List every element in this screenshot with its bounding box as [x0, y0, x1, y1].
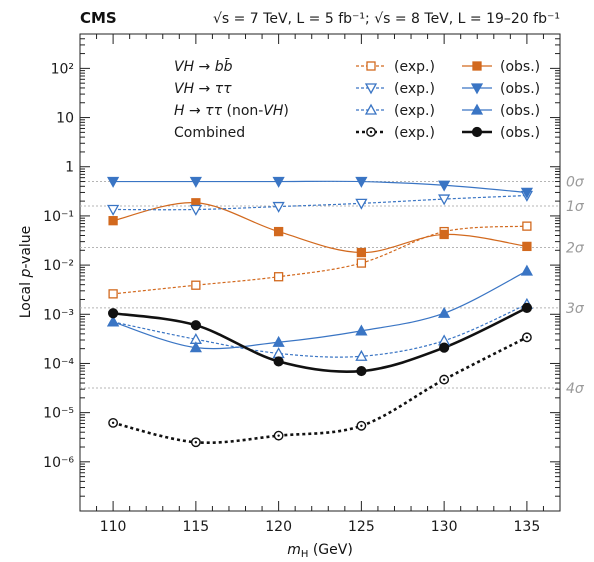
- data-point: [520, 187, 534, 199]
- data-point: [272, 176, 285, 188]
- legend-marker: [471, 126, 483, 138]
- data-point: [190, 320, 201, 331]
- sigma-label: 3σ: [566, 301, 585, 317]
- sigma-label: 4σ: [566, 381, 585, 397]
- legend-marker: [366, 61, 376, 71]
- data-point-center: [111, 421, 115, 425]
- data-point: [522, 221, 532, 231]
- sigma-label: 2σ: [566, 241, 585, 257]
- data-point: [273, 272, 284, 282]
- legend-marker: [364, 103, 378, 115]
- data-point-center: [525, 336, 529, 339]
- x-tick-label: 135: [514, 519, 541, 535]
- legend-process-label: VH → ττ: [174, 81, 232, 97]
- data-point: [355, 198, 368, 210]
- legend-marker: [470, 103, 484, 115]
- y-tick-label: 1: [65, 160, 74, 176]
- sigma-label: 0σ: [566, 175, 585, 191]
- data-point: [356, 258, 367, 268]
- data-point: [355, 176, 368, 188]
- series-curve-1: [112, 202, 527, 254]
- data-point: [439, 342, 450, 353]
- legend-entry-label: (obs.): [500, 125, 540, 141]
- plot-frame: [79, 33, 561, 512]
- data-point: [272, 201, 285, 213]
- legend-entry-label: (obs.): [500, 81, 540, 97]
- legend-process-label: Combined: [174, 125, 245, 141]
- data-point: [106, 315, 120, 327]
- data-point: [189, 341, 202, 353]
- series-curve-7: [112, 306, 528, 373]
- legend-entry-label: (obs.): [500, 59, 540, 75]
- data-point-center: [277, 434, 280, 437]
- series-markers: [106, 176, 534, 448]
- axis-ticks: 110 115 120 125 130 13510⁻⁶10⁻⁵10⁻⁴10⁻³10⁻²10…: [43, 33, 561, 535]
- data-point-center: [442, 378, 446, 381]
- y-tick-label: 10⁻⁶: [43, 455, 74, 471]
- x-tick-label: 130: [431, 519, 458, 535]
- legend-marker: [364, 83, 378, 95]
- legend-process-label: VH → bb̄: [174, 57, 233, 75]
- data-point: [522, 241, 532, 252]
- series-curve-3: [113, 180, 527, 194]
- y-tick-label: 10⁻⁴: [43, 356, 74, 372]
- series-curve-5: [112, 270, 528, 350]
- data-point: [438, 194, 451, 206]
- experiment-label: CMS: [80, 9, 117, 27]
- data-point: [273, 356, 284, 367]
- data-point: [355, 324, 368, 336]
- series-curves: [112, 180, 528, 444]
- x-tick-label: 120: [265, 519, 292, 535]
- energy-lumi-label: √s = 7 TeV, L = 5 fb⁻¹; √s = 8 TeV, L = …: [213, 11, 560, 27]
- data-point: [520, 264, 534, 276]
- data-point: [439, 229, 449, 240]
- x-axis-title: mH (GeV): [287, 542, 353, 560]
- legend-entry-label: (exp.): [394, 59, 435, 75]
- series-curve-4: [112, 303, 528, 358]
- data-point-center: [360, 424, 363, 428]
- legend-marker: [470, 83, 484, 95]
- data-point: [438, 180, 451, 192]
- data-point: [273, 226, 284, 237]
- y-tick-label: 10⁻⁵: [43, 406, 74, 422]
- data-point: [272, 335, 285, 347]
- legend-marker: [472, 61, 482, 71]
- y-tick-label: 10⁻²: [43, 258, 74, 274]
- data-point: [438, 306, 451, 318]
- data-point-center: [194, 441, 198, 444]
- data-point: [356, 365, 367, 377]
- legend-process-label: H → ττ (non-VH): [174, 103, 289, 119]
- legend-entry-label: (exp.): [394, 81, 435, 97]
- data-point: [189, 176, 202, 188]
- y-tick-label: 10⁻³: [43, 307, 74, 323]
- series-curve-0: [113, 225, 527, 295]
- data-point: [108, 216, 118, 226]
- data-point: [108, 289, 118, 299]
- y-axis-title: Local p-value: [18, 226, 34, 319]
- legend-entry-label: (obs.): [500, 103, 540, 119]
- series-curve-2: [113, 194, 527, 211]
- y-tick-label: 10²: [51, 61, 74, 77]
- data-point: [191, 280, 201, 290]
- data-point: [189, 204, 202, 216]
- data-point: [521, 302, 532, 313]
- x-tick-label: 110: [100, 519, 127, 535]
- legend-entry-label: (exp.): [394, 125, 435, 141]
- data-point: [106, 204, 120, 216]
- sigma-lines: 0σ 1σ 2σ 3σ 4σ: [80, 175, 585, 397]
- data-point: [355, 349, 368, 361]
- sigma-label: 1σ: [566, 199, 585, 215]
- data-point: [356, 247, 367, 258]
- x-tick-label: 115: [182, 519, 209, 535]
- data-point: [108, 308, 119, 319]
- legend-marker-center: [369, 130, 373, 134]
- data-point: [106, 176, 120, 188]
- x-tick-label: 125: [348, 519, 375, 535]
- series-curve-6: [112, 336, 528, 444]
- y-tick-label: 10: [56, 111, 74, 127]
- legend-entry-label: (exp.): [394, 103, 435, 119]
- legend: VH → bb̄ VH → ττ H → ττ (non-VH) Combined (e…: [174, 57, 540, 141]
- y-tick-label: 10⁻¹: [43, 209, 74, 225]
